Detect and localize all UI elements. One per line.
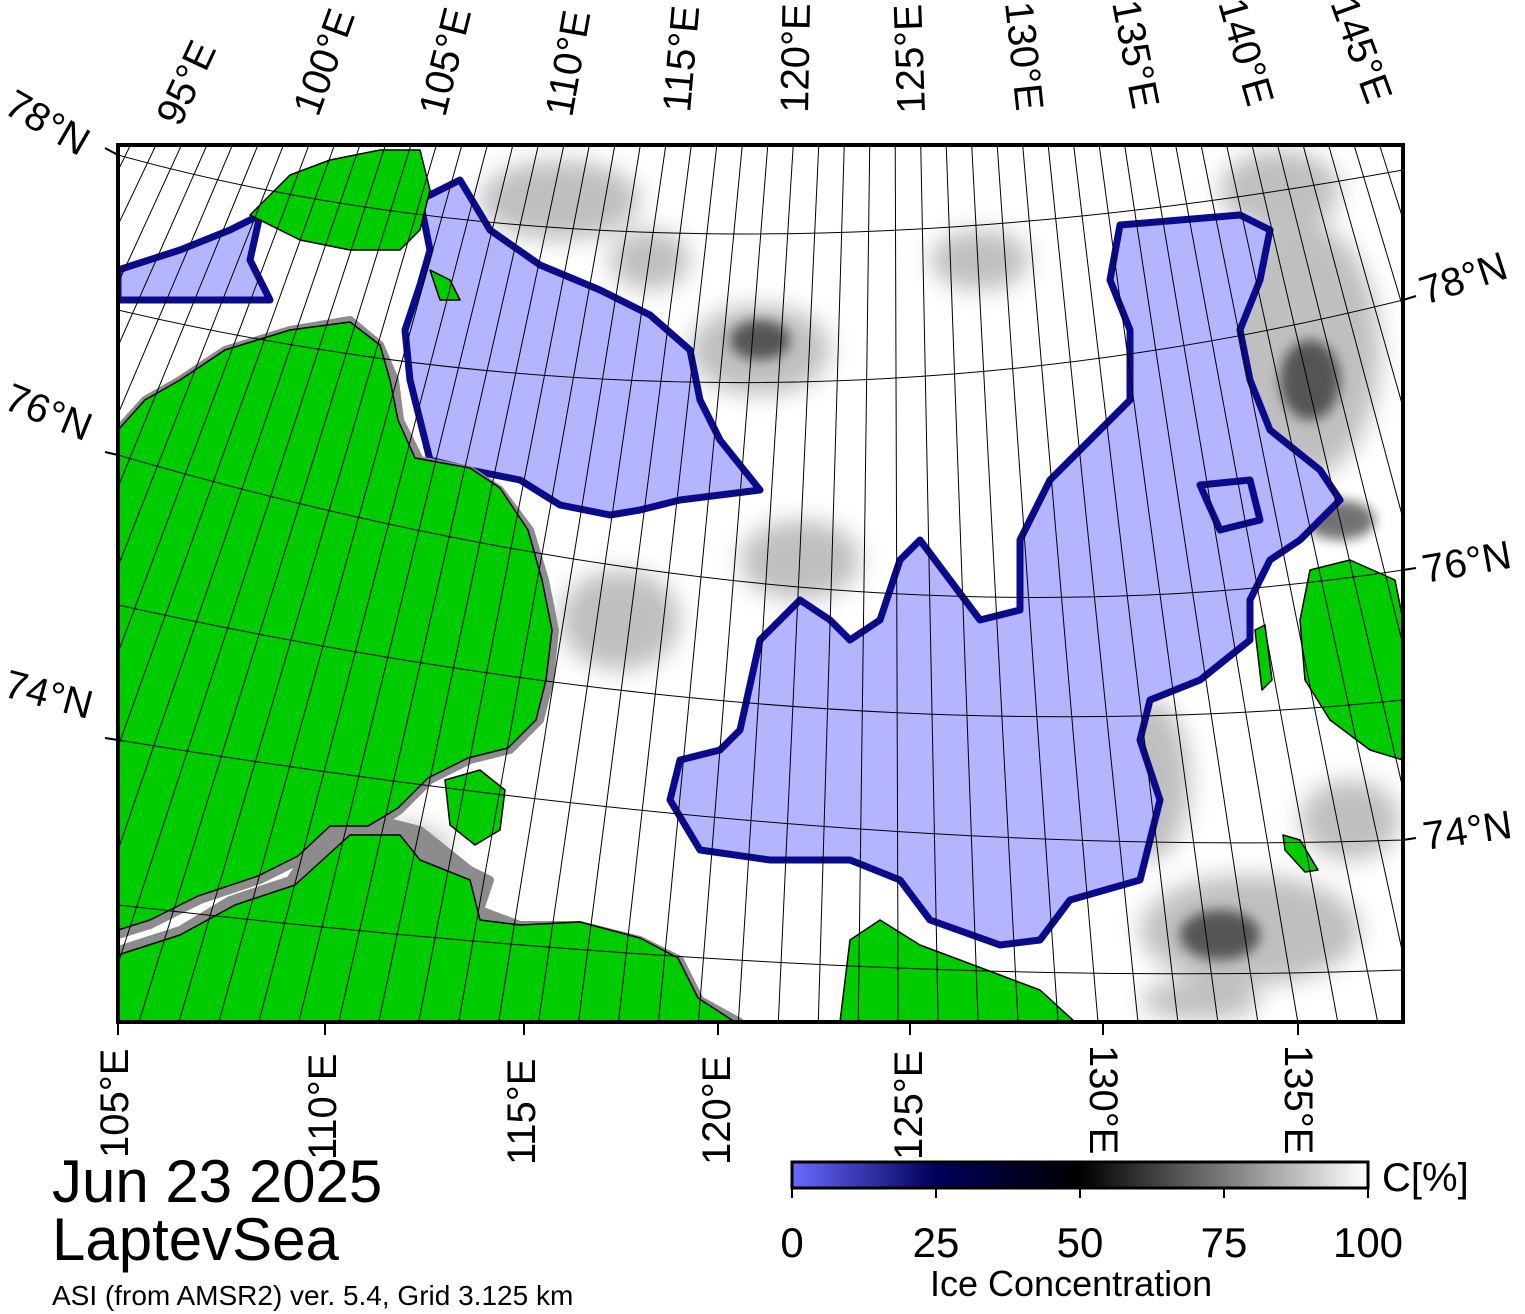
lon-label-top: 135°E <box>1103 0 1167 112</box>
lon-label-top: 125°E <box>886 3 934 114</box>
severnaya-zemlya <box>249 149 431 251</box>
meridian-line <box>657 145 743 1022</box>
meridian-line <box>697 145 769 1022</box>
meridian-line <box>737 145 794 1022</box>
colorbar-tick-label: 50 <box>1056 1219 1104 1266</box>
meridian-line <box>777 145 820 1022</box>
lon-label-bottom: 120°E <box>695 1056 739 1165</box>
meridian-line <box>338 145 539 1022</box>
lat-label-left: 74°N <box>0 662 97 728</box>
graticule <box>118 145 1403 1022</box>
meridian-line <box>138 145 412 1022</box>
meridian-line <box>578 145 692 1022</box>
meridian-line <box>378 145 565 1022</box>
meridian-line <box>118 145 386 966</box>
lon-label-bottom: 115°E <box>500 1059 544 1165</box>
colorbar-gradient <box>790 1160 1370 1190</box>
meridian-line <box>920 145 939 1022</box>
lon-label-top: 140°E <box>1209 0 1281 111</box>
meridian-line <box>971 145 1019 1022</box>
region-label: LaptevSea <box>52 1206 339 1273</box>
lon-label-top: 110°E <box>538 7 600 119</box>
lat-label-left: 78°N <box>0 82 97 165</box>
land <box>118 149 1403 1022</box>
lon-label-top: 105°E <box>411 3 480 120</box>
lat-label-left: 76°N <box>0 376 98 450</box>
lon-label-bottom: 105°E <box>93 1049 137 1158</box>
lat-label-right: 74°N <box>1420 803 1515 859</box>
date-label: Jun 23 2025 <box>52 1148 383 1215</box>
meridian-line <box>945 145 979 1022</box>
map-frame <box>116 143 1405 1024</box>
meridian-line <box>1226 145 1403 957</box>
colorbar-tick-label: 100 <box>1332 1219 1404 1266</box>
bottom-longitude-labels: 105°E 110°E 115°E 120°E 125°E 130°E 135°… <box>93 1045 1320 1165</box>
colorbar-title: Ice Concentration <box>930 1263 1213 1304</box>
meridian-line <box>298 145 514 1022</box>
meridian-line <box>458 145 616 1022</box>
meridian-line <box>1098 145 1219 1022</box>
meridian-line <box>258 145 488 1022</box>
lon-label-top: 130°E <box>996 0 1051 113</box>
meridian-line <box>118 145 361 852</box>
lon-label-bottom: 110°E <box>301 1054 345 1160</box>
lon-label-top: 115°E <box>655 4 708 114</box>
taymyr-peninsula <box>118 321 553 931</box>
lon-label-bottom: 135°E <box>1276 1045 1320 1154</box>
meridian-line <box>857 145 871 1022</box>
colorbar <box>790 1160 1370 1198</box>
meridian-line <box>894 145 899 1022</box>
lat-label-right: 76°N <box>1419 533 1515 592</box>
top-longitude-labels: 95°E 100°E 105°E 110°E 115°E 120°E 125°E… <box>148 0 1400 132</box>
colorbar-unit: C[%] <box>1382 1156 1469 1200</box>
colorbar-tick-label: 25 <box>912 1219 960 1266</box>
meridian-line <box>1022 145 1099 1022</box>
lon-label-top: 120°E <box>773 3 819 113</box>
meridian-line <box>418 145 590 1022</box>
meridian-line <box>1251 145 1403 792</box>
parallel-76 <box>118 454 1403 598</box>
meridian-line <box>1073 145 1179 1022</box>
colorbar-tick-label: 75 <box>1200 1219 1248 1266</box>
meridian-line <box>617 145 718 1022</box>
lon-label-bottom: 130°E <box>1081 1045 1125 1154</box>
mainland-coast <box>118 834 736 1022</box>
small-island <box>1282 834 1319 873</box>
lon-label-top: 145°E <box>1322 0 1401 109</box>
parallel-73 <box>118 904 1403 975</box>
meridian-line <box>1175 145 1339 1022</box>
graticule-ticks <box>104 147 1417 1035</box>
parallel-75 <box>118 604 1403 718</box>
lon-label-top: 100°E <box>285 3 364 121</box>
meridian-line <box>1124 145 1259 1022</box>
lon-label-top: 95°E <box>148 34 225 132</box>
begichev-island <box>444 769 506 846</box>
meridian-line <box>218 145 463 1022</box>
meridian-line <box>1200 145 1379 1022</box>
meridian-line <box>538 145 667 1022</box>
meridian-line <box>1149 145 1299 1022</box>
lon-label-bottom: 125°E <box>887 1051 931 1160</box>
source-label: ASI (from AMSR2) ver. 5.4, Grid 3.125 km <box>52 1280 574 1311</box>
meridian-line <box>498 145 641 1022</box>
meridian-line <box>1047 145 1139 1022</box>
meridian-line <box>996 145 1059 1022</box>
meridian-line <box>118 145 335 749</box>
lat-label-right: 78°N <box>1414 244 1513 313</box>
parallel-74 <box>118 739 1403 844</box>
meridian-line <box>817 145 845 1022</box>
meridian-line <box>178 145 437 1022</box>
colorbar-tick-label: 0 <box>780 1219 804 1266</box>
